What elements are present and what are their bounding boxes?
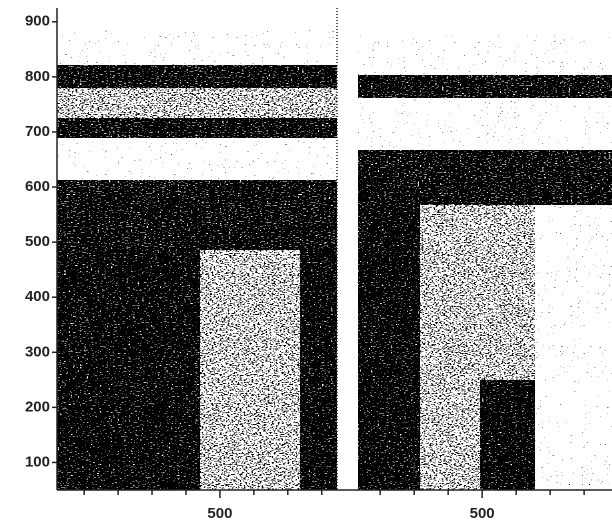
noise-region <box>358 150 612 205</box>
noise-region <box>57 65 337 88</box>
y-tick-label: 400 <box>25 288 50 305</box>
y-tick-label: 600 <box>25 178 50 195</box>
noise-region <box>300 180 337 490</box>
noise-region <box>358 75 612 98</box>
y-tick-label: 700 <box>25 123 50 140</box>
noise-region <box>358 205 420 490</box>
y-tick-label: 300 <box>25 343 50 360</box>
x-tick-label: 500 <box>207 505 232 522</box>
noise-region <box>57 180 337 250</box>
y-tick-label: 800 <box>25 68 50 85</box>
noise-region <box>57 118 337 138</box>
noise-region <box>358 35 612 75</box>
noise-region <box>535 205 612 490</box>
noise-region <box>57 250 200 490</box>
noise-region <box>57 138 337 180</box>
y-tick-label: 900 <box>25 13 50 30</box>
noise-region <box>480 380 535 490</box>
raster-texture <box>57 30 612 490</box>
noise-region <box>358 98 612 150</box>
y-tick-label: 100 <box>25 453 50 470</box>
noise-region <box>57 88 337 118</box>
y-tick-label: 500 <box>25 233 50 250</box>
x-tick-label: 500 <box>470 505 495 522</box>
noise-region <box>57 30 337 65</box>
y-tick-label: 200 <box>25 398 50 415</box>
